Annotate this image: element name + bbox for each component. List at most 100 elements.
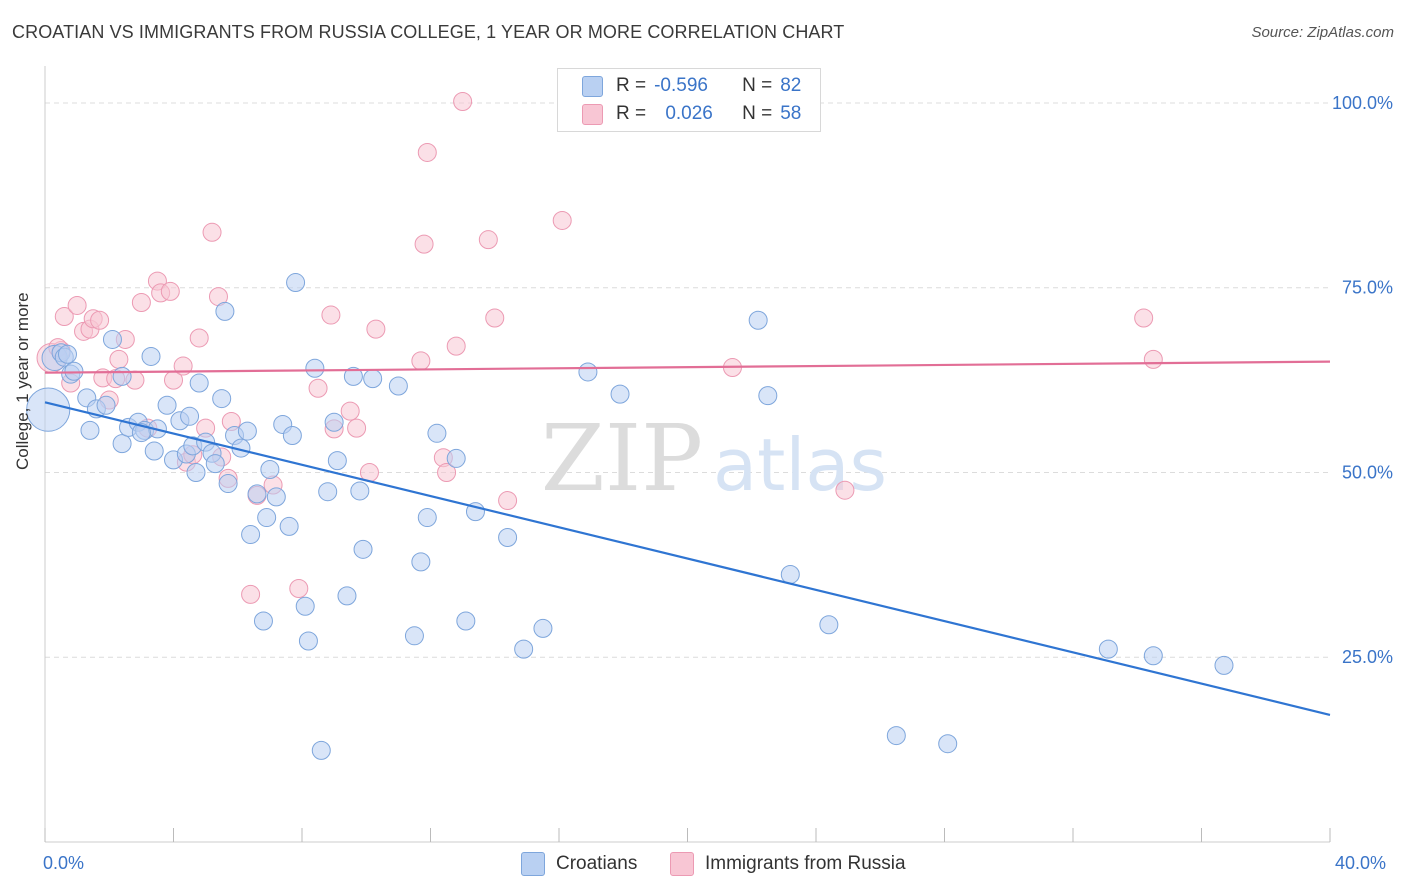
point-croatians	[363, 369, 383, 389]
legend-n-value: 82	[780, 75, 802, 96]
gridlines	[45, 102, 1330, 658]
point-immigrants	[347, 418, 367, 438]
point-croatians	[282, 426, 302, 446]
point-immigrants	[241, 584, 261, 604]
x-tick-label-max: 40.0%	[1335, 853, 1387, 873]
point-croatians	[1098, 639, 1118, 659]
point-immigrants	[417, 142, 437, 162]
point-immigrants	[437, 462, 457, 482]
point-immigrants	[202, 222, 222, 242]
point-croatians	[266, 487, 286, 507]
trend-line-croatians	[44, 401, 1331, 716]
series-croatians-points	[26, 273, 1234, 760]
point-immigrants	[1143, 349, 1163, 369]
point-croatians	[218, 474, 238, 494]
point-immigrants	[54, 307, 74, 327]
point-croatians	[112, 366, 132, 386]
point-immigrants	[308, 378, 328, 398]
point-croatians	[318, 482, 338, 502]
watermark: ZIP atlas	[541, 405, 887, 512]
point-croatians	[295, 596, 315, 616]
point-croatians	[324, 412, 344, 432]
point-croatians	[427, 423, 447, 443]
point-croatians	[498, 528, 518, 548]
series-immigrants-points	[36, 91, 1163, 604]
point-croatians	[298, 631, 318, 651]
point-croatians	[144, 441, 164, 461]
point-croatians	[26, 387, 71, 432]
legend-label-immigrants: Immigrants from Russia	[705, 853, 906, 874]
legend-swatch-blue	[582, 75, 603, 97]
point-croatians	[343, 366, 363, 386]
point-croatians	[215, 301, 235, 321]
watermark-zip: ZIP	[541, 405, 703, 512]
point-immigrants	[453, 91, 473, 111]
point-croatians	[102, 329, 122, 349]
axes	[44, 66, 1331, 843]
point-croatians	[388, 376, 408, 396]
point-croatians	[257, 508, 277, 528]
point-croatians	[157, 395, 177, 415]
legend-item-croatians[interactable]: Croatians	[521, 852, 637, 876]
point-immigrants	[366, 319, 386, 339]
y-axis-label: College, 1 year or more	[13, 292, 32, 470]
legend-row-croatians: R = -0.596 N = 82	[582, 73, 801, 99]
point-croatians	[938, 734, 958, 754]
point-croatians	[260, 460, 280, 480]
point-croatians	[253, 611, 273, 631]
point-croatians	[1143, 646, 1163, 666]
y-tick-label: 50.0%	[1342, 462, 1393, 482]
point-croatians	[305, 358, 325, 378]
y-tick-label: 100.0%	[1332, 93, 1393, 113]
legend-r-value: 0.026	[665, 103, 713, 124]
point-croatians	[80, 420, 100, 440]
legend-r-value: -0.596	[654, 75, 708, 96]
point-immigrants	[289, 579, 309, 599]
legend-swatch-blue	[521, 852, 545, 876]
point-croatians	[758, 386, 778, 406]
point-immigrants	[485, 308, 505, 328]
point-croatians	[96, 395, 116, 415]
y-tick-labels: 25.0% 50.0% 75.0% 100.0%	[1332, 93, 1393, 667]
point-croatians	[131, 423, 151, 443]
point-croatians	[241, 525, 261, 545]
chart-title: CROATIAN VS IMMIGRANTS FROM RUSSIA COLLE…	[12, 22, 845, 42]
point-croatians	[186, 462, 206, 482]
point-immigrants	[321, 305, 341, 325]
point-immigrants	[160, 281, 180, 301]
legend-n-label: N =	[742, 75, 773, 96]
point-immigrants	[478, 230, 498, 250]
point-immigrants	[340, 401, 360, 421]
point-croatians	[533, 618, 553, 638]
point-croatians	[1214, 655, 1234, 675]
legend-item-immigrants[interactable]: Immigrants from Russia	[670, 852, 906, 876]
point-croatians	[610, 384, 630, 404]
y-tick-label: 75.0%	[1342, 278, 1393, 298]
trend-lines	[44, 360, 1331, 716]
point-croatians	[353, 539, 373, 559]
point-croatians	[780, 564, 800, 584]
point-immigrants	[131, 292, 151, 312]
point-immigrants	[498, 491, 518, 511]
stats-legend: R = -0.596 N = 82 R = 0.026 N = 58	[557, 68, 821, 132]
point-croatians	[327, 451, 347, 471]
legend-n-value: 58	[780, 103, 802, 124]
point-immigrants	[414, 234, 434, 254]
x-tick-label-min: 0.0%	[43, 853, 85, 873]
point-croatians	[212, 389, 232, 409]
point-croatians	[514, 639, 534, 659]
point-immigrants	[1134, 308, 1154, 328]
point-immigrants	[411, 351, 431, 371]
legend-r-label: R =	[616, 75, 647, 96]
legend-row-immigrants: R = 0.026 N = 58	[582, 101, 801, 127]
point-croatians	[350, 481, 370, 501]
point-immigrants	[90, 310, 110, 330]
source-credit: Source: ZipAtlas.com	[1251, 24, 1394, 41]
point-croatians	[189, 373, 209, 393]
point-croatians	[141, 346, 161, 366]
legend-swatch-pink	[670, 852, 694, 876]
point-croatians	[112, 434, 132, 454]
legend-swatch-pink	[582, 103, 603, 125]
point-immigrants	[835, 480, 855, 500]
series-legend: Croatians Immigrants from Russia	[0, 852, 1406, 878]
